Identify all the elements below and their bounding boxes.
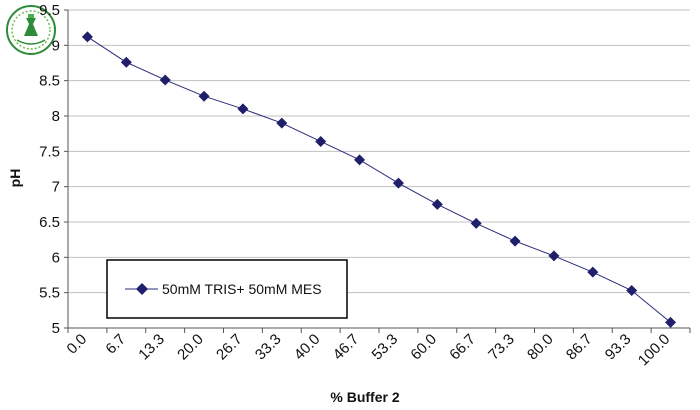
x-tick-label: 100.0 — [635, 331, 674, 370]
data-point — [431, 198, 443, 210]
x-tick-label: 80.0 — [524, 331, 557, 364]
data-point — [392, 177, 404, 189]
data-point — [276, 117, 288, 129]
series-line — [87, 36, 671, 323]
x-tick-label: 26.7 — [213, 331, 246, 364]
data-point — [159, 74, 171, 86]
data-point — [120, 56, 132, 68]
y-tick-label: 7 — [52, 179, 60, 196]
data-point — [354, 154, 366, 166]
x-tick-label: 66.7 — [446, 331, 479, 364]
y-axis-title: pH — [7, 169, 23, 188]
logo — [6, 5, 56, 55]
y-tick-label: 9.5 — [39, 2, 60, 19]
x-tick-label: 93.3 — [602, 331, 635, 364]
x-tick-label: 20.0 — [174, 331, 207, 364]
x-tick-label: 40.0 — [291, 331, 324, 364]
x-tick-label: 53.3 — [369, 331, 402, 364]
y-tick-label: 8.5 — [39, 73, 60, 90]
x-tick-label: 13.3 — [135, 331, 168, 364]
x-tick-label: 86.7 — [563, 331, 596, 364]
data-point — [470, 217, 482, 229]
legend-marker-swatch — [136, 283, 148, 295]
data-point — [315, 135, 327, 147]
y-tick-label: 6.5 — [39, 214, 60, 231]
data-point — [198, 90, 210, 102]
data-point — [81, 31, 93, 43]
y-tick-label: 8 — [52, 108, 60, 125]
data-point — [237, 103, 249, 115]
x-tick-label: 46.7 — [330, 331, 363, 364]
data-point — [548, 250, 560, 262]
data-point — [665, 316, 677, 328]
legend-label: 50mM TRIS+ 50mM MES — [162, 281, 322, 297]
y-tick-label: 5 — [52, 320, 60, 337]
x-tick-label: 73.3 — [485, 331, 518, 364]
y-tick-label: 7.5 — [39, 143, 60, 160]
x-tick-label: 6.7 — [102, 331, 129, 358]
y-tick-label: 6 — [52, 249, 60, 266]
data-point — [626, 285, 638, 297]
x-axis-title: % Buffer 2 — [330, 389, 399, 405]
y-tick-label: 9 — [52, 37, 60, 54]
x-tick-label: 60.0 — [407, 331, 440, 364]
y-tick-label: 5.5 — [39, 285, 60, 302]
data-point — [587, 266, 599, 278]
x-tick-label: 0.0 — [63, 331, 90, 358]
x-tick-label: 33.3 — [252, 331, 285, 364]
legend: 50mM TRIS+ 50mM MES — [106, 259, 348, 319]
data-point — [509, 235, 521, 247]
